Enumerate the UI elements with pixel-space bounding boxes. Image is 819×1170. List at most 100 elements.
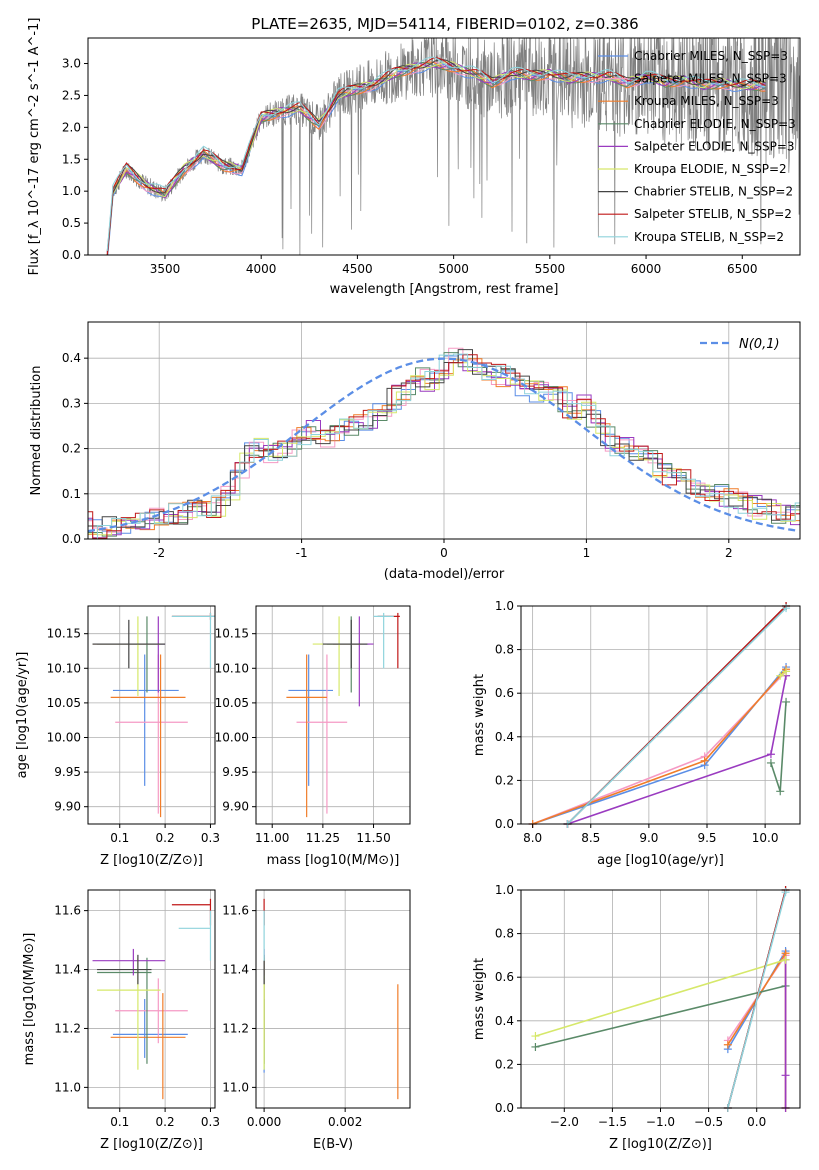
tick-label-y: 0.2 (495, 1057, 514, 1071)
spectrum-data-line (107, 38, 800, 255)
tick-label-y: 9.90 (222, 800, 249, 814)
mass_vs_Z-frame: 0.1 0.2 0.3 11.0 11.2 11.4 11.6 Z [log10(Z/Z⊙)]… (22, 889, 220, 1152)
tick-label-x: -2 (153, 546, 165, 560)
tick-label-y: 0.3 (62, 396, 81, 410)
tick-label-y: 0.4 (495, 1014, 514, 1028)
tick-label-x: 0.1 (110, 831, 129, 845)
tick-label-x: 6000 (631, 262, 662, 276)
plot-frame (255, 889, 411, 1109)
massweight_vs_age-lines (528, 602, 791, 828)
residuals-frame: -2 -1 0 1 2 0.0 0.1 0.2 0.3 0.4 (data-model)/error… (29, 321, 801, 582)
tick-label-y: 11.0 (54, 1080, 81, 1094)
tick-label-y: 0.5 (62, 216, 81, 230)
tick-label-x: 8.0 (523, 831, 542, 845)
mass_vs_EBV-errorbars (263, 898, 399, 1100)
tick-label-y: 10.15 (47, 627, 81, 641)
tick-label-y: 11.6 (54, 904, 81, 918)
tick-label-y: 1.0 (62, 184, 81, 198)
tick-label-y: 11.4 (222, 963, 249, 977)
axis-label-x: Z [log10(Z/Z⊙)] (100, 1137, 203, 1152)
mass-weight-line (566, 607, 787, 825)
mass-weight-line (727, 891, 787, 1109)
plot-frame (520, 605, 801, 825)
plot-frame (87, 889, 216, 1109)
tick-label-x: 10.0 (752, 831, 779, 845)
axis-label-y: mass weight (472, 958, 487, 1040)
axis-label-y: Normed distribution (29, 366, 44, 496)
tick-label-x: 0.3 (201, 1115, 220, 1129)
tick-label-y: 9.90 (54, 800, 81, 814)
mass-weight-marker (766, 750, 775, 759)
axis-label-y: mass [log10(M/M⊙)] (22, 933, 37, 1066)
histogram-step (88, 354, 800, 539)
tick-label-x: 0 (440, 546, 448, 560)
tick-label-y: 0.2 (62, 442, 81, 456)
axis-label-y: age [log10(age/yr)] (15, 652, 30, 779)
spectrum-model-line (106, 56, 766, 252)
mass-weight-marker (782, 667, 791, 676)
tick-label-y: 11.2 (222, 1021, 249, 1035)
tick-label-y: 0.4 (495, 730, 514, 744)
mass_vs_Z-axes (88, 890, 215, 1108)
mass-weight-marker (531, 1042, 540, 1051)
tick-label-x: 0.000 (247, 1115, 281, 1129)
axis-label-x: Z [log10(Z/Z⊙)] (100, 853, 203, 868)
tick-label-x: 0.2 (156, 831, 175, 845)
tick-label-x: 9.0 (639, 831, 658, 845)
tick-label-y: 3.0 (62, 57, 81, 71)
mass_vs_Z-errorbars (92, 898, 212, 1100)
tick-label-y: 1.0 (495, 883, 514, 897)
legend-label: Chabrier ELODIE, N_SSP=3 (634, 117, 796, 131)
tick-label-x: 1 (583, 546, 591, 560)
plot-frame (87, 605, 216, 825)
legend-label: Kroupa STELIB, N_SSP=2 (634, 230, 784, 244)
tick-label-y: 0.6 (495, 970, 514, 984)
tick-label-y: 0.0 (495, 817, 514, 831)
spectrum-model-line (106, 61, 766, 255)
tick-label-y: 1.0 (495, 599, 514, 613)
tick-label-y: 0.0 (62, 248, 81, 262)
mass-weight-marker (723, 1040, 732, 1049)
tick-label-x: 0.0 (747, 1115, 766, 1129)
age_vs_mass-axes (256, 606, 410, 824)
axis-label-x: wavelength [Angstrom, rest frame] (330, 282, 559, 297)
tick-label-x: 2 (725, 546, 733, 560)
spectrum-model-line (106, 61, 766, 252)
axis-label-x: Z [log10(Z/Z⊙)] (609, 1137, 712, 1152)
figure-title: PLATE=2635, MJD=54114, FIBERID=0102, z=0… (251, 15, 638, 33)
tick-label-y: 10.10 (47, 661, 81, 675)
legend-label: Chabrier MILES, N_SSP=3 (634, 49, 788, 63)
tick-label-x: −1.0 (646, 1115, 675, 1129)
spectrum-model-line (106, 59, 766, 255)
plot-frame (255, 605, 411, 825)
tick-label-y: 10.10 (215, 661, 249, 675)
mass-weight-marker (531, 1032, 540, 1041)
axis-label-y: mass weight (472, 674, 487, 756)
tick-label-x: −0.5 (694, 1115, 723, 1129)
massweight_vs_age-frame: 8.0 8.5 9.0 9.5 10.0 0.0 0.2 0.4 0.6 0.8 1.0 age [l… (472, 599, 801, 868)
histogram-legend: N(0,1) (700, 337, 780, 352)
tick-label-x: 5000 (438, 262, 469, 276)
tick-label-x: 3500 (150, 262, 181, 276)
legend-label: Chabrier STELIB, N_SSP=2 (634, 185, 793, 199)
mass-weight-marker (781, 955, 790, 964)
tick-label-y: 10.15 (215, 627, 249, 641)
tick-label-y: 9.95 (54, 765, 81, 779)
age_vs_Z-errorbars (92, 612, 215, 818)
tick-label-y: 2.0 (62, 120, 81, 134)
tick-label-x: 0.002 (328, 1115, 362, 1129)
mass-weight-marker (700, 756, 709, 765)
age_vs_Z-axes (88, 606, 215, 824)
tick-label-y: 0.0 (495, 1101, 514, 1115)
legend-label: Kroupa ELODIE, N_SSP=2 (634, 162, 787, 176)
plot-frame (87, 37, 801, 256)
mass-weight-marker (781, 1071, 790, 1080)
tick-label-x: 4000 (246, 262, 277, 276)
mass-weight-line (567, 675, 787, 825)
histogram-lines (88, 347, 800, 539)
histogram-step (88, 349, 800, 528)
tick-label-x: −1.5 (598, 1115, 627, 1129)
tick-label-y: 1.5 (62, 152, 81, 166)
mass-weight-line (532, 670, 787, 825)
tick-label-x: -1 (296, 546, 308, 560)
